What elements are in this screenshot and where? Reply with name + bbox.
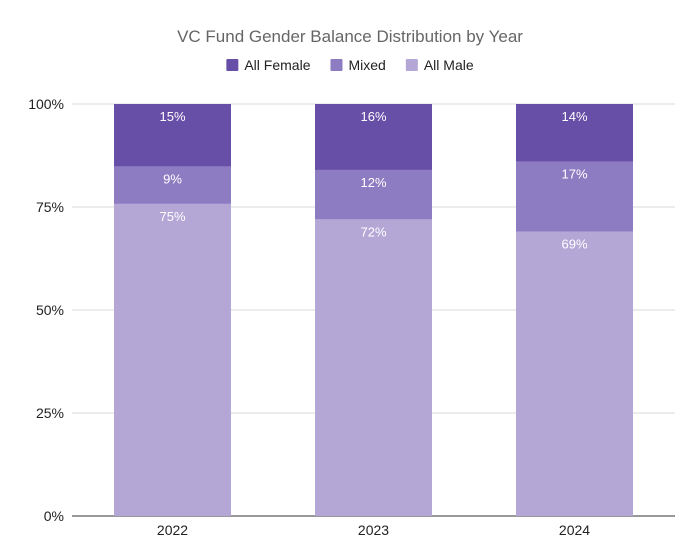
data-label: 14% bbox=[561, 109, 587, 124]
data-label: 12% bbox=[360, 175, 386, 190]
data-label: 15% bbox=[159, 109, 185, 124]
y-axis: 0% 25% 50% 75% 100% bbox=[28, 96, 64, 524]
chart-title: VC Fund Gender Balance Distribution by Y… bbox=[177, 27, 523, 46]
legend-item: All Male bbox=[405, 57, 474, 73]
data-label: 72% bbox=[360, 224, 386, 239]
bar-segment-all-male bbox=[516, 231, 633, 516]
data-label: 17% bbox=[561, 167, 587, 182]
x-tick-label: 2023 bbox=[358, 522, 389, 538]
bar-segment-mixed bbox=[114, 166, 231, 204]
y-tick-label: 75% bbox=[36, 199, 64, 215]
x-tick-label: 2022 bbox=[157, 522, 188, 538]
legend-item: All Female bbox=[226, 57, 311, 73]
legend-item: Mixed bbox=[330, 57, 386, 73]
legend-swatch bbox=[330, 59, 343, 71]
y-tick-label: 100% bbox=[28, 96, 64, 112]
bar-segment-all-female bbox=[516, 104, 633, 162]
bars: 75% 9% 15% 72% 12% 16% 69% 17% 14% bbox=[114, 104, 633, 517]
x-axis: 2022 2023 2024 bbox=[157, 522, 590, 538]
legend-label: All Male bbox=[424, 57, 474, 73]
data-label: 9% bbox=[163, 171, 182, 186]
y-tick-label: 0% bbox=[44, 508, 64, 524]
bar-segment-all-female bbox=[315, 104, 432, 170]
legend: All Female Mixed All Male bbox=[226, 57, 474, 73]
data-label: 69% bbox=[561, 237, 587, 252]
legend-label: Mixed bbox=[348, 57, 385, 73]
x-tick-label: 2024 bbox=[559, 522, 590, 538]
y-tick-label: 50% bbox=[36, 302, 64, 318]
bar-segment-mixed bbox=[315, 169, 432, 220]
y-tick-label: 25% bbox=[36, 405, 64, 421]
bar-segment-all-male bbox=[315, 219, 432, 517]
bar-segment-all-female bbox=[114, 104, 231, 167]
data-label: 16% bbox=[360, 109, 386, 124]
data-label: 75% bbox=[159, 209, 185, 224]
legend-label: All Female bbox=[244, 57, 310, 73]
legend-swatch bbox=[405, 59, 418, 71]
legend-swatch bbox=[226, 59, 239, 71]
bar-segment-mixed bbox=[516, 161, 633, 232]
bar-segment-all-male bbox=[114, 203, 231, 516]
